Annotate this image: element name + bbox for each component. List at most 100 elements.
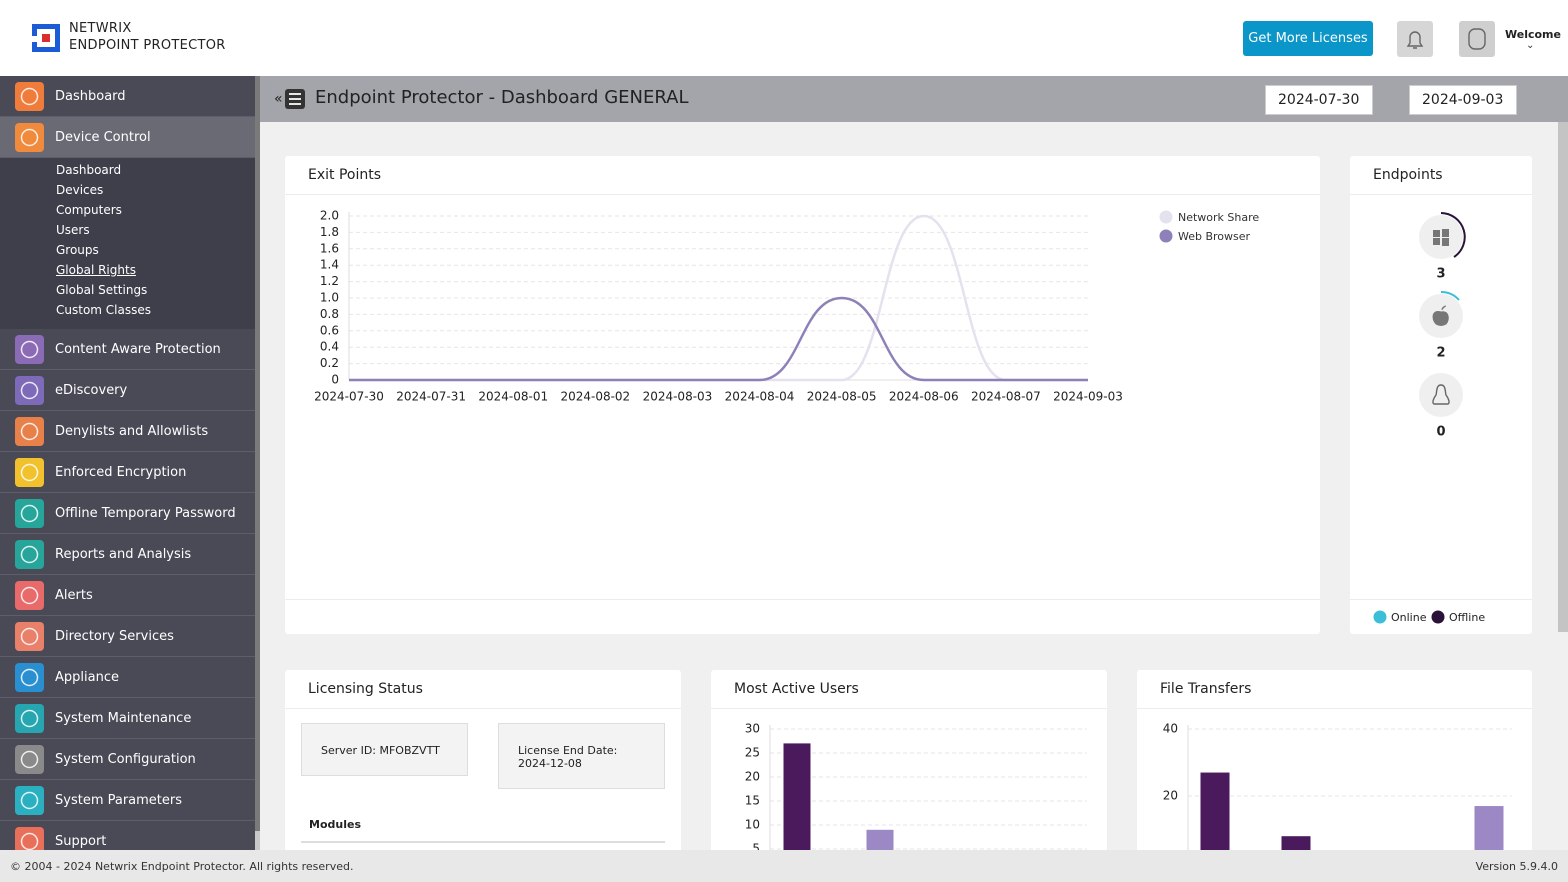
avatar-icon	[1468, 28, 1486, 50]
menu-label: Reports and Analysis	[55, 547, 192, 562]
y-tick-label: 1.8	[320, 225, 339, 239]
menu-label: eDiscovery	[55, 383, 128, 398]
card-title: Licensing Status	[308, 681, 423, 697]
x-tick-label: 2024-08-06	[889, 390, 959, 404]
footer: © 2004 - 2024 Netwrix Endpoint Protector…	[0, 850, 1568, 882]
legend-swatch	[1159, 210, 1173, 224]
menu-glyph	[20, 832, 39, 851]
most-active-users-card: Most Active Users	[711, 670, 1107, 870]
menu-glyph	[20, 586, 39, 605]
submenu-item[interactable]: Users	[56, 223, 90, 237]
page-title: Endpoint Protector - Dashboard GENERAL	[315, 87, 689, 108]
menu-label: Device Control	[55, 130, 151, 145]
legend-label: Web Browser	[1178, 230, 1251, 243]
menu-icon	[15, 745, 44, 774]
menu-icon	[15, 663, 44, 692]
submenu-item[interactable]: Global Rights	[56, 263, 136, 277]
submenu-item[interactable]: Computers	[56, 203, 122, 217]
info-box: Server ID: MFOBZVTT	[301, 723, 468, 776]
avatar[interactable]	[1459, 21, 1495, 57]
y-tick-label: 25	[745, 746, 760, 760]
bar	[866, 829, 894, 850]
menu-glyph	[20, 422, 39, 441]
submenu-item[interactable]: Dashboard	[56, 163, 122, 177]
collapse-button[interactable]: «	[274, 88, 306, 110]
menu-item[interactable]: Denylists and Allowlists	[0, 411, 255, 452]
brand-line: NETWRIX	[69, 21, 132, 36]
menu-glyph	[20, 545, 39, 564]
menu-icon	[15, 786, 44, 815]
menu-item[interactable]: Alerts	[0, 575, 255, 616]
x-tick-label: 2024-07-30	[314, 390, 384, 404]
y-tick-label: 10	[745, 818, 760, 832]
y-tick-label: 20	[1163, 789, 1178, 803]
menu-item[interactable]: System Maintenance	[0, 698, 255, 739]
menu-glyph	[20, 128, 39, 147]
menu-label: Appliance	[55, 670, 119, 685]
menu-glyph	[20, 750, 39, 769]
submenu-item[interactable]: Groups	[56, 243, 99, 257]
x-tick-label: 2024-08-03	[643, 390, 713, 404]
menu-label: Content Aware Protection	[55, 342, 221, 357]
user-menu[interactable]: Welcome	[1505, 28, 1561, 41]
version: Version 5.9.4.0	[1475, 860, 1558, 873]
modules-line	[301, 841, 665, 843]
menu-label: Dashboard	[55, 89, 126, 104]
card-title: Most Active Users	[734, 681, 859, 697]
endpoint-count: 3	[1436, 267, 1445, 282]
gauge-bg	[1419, 373, 1463, 417]
date-input[interactable]: 2024-07-30	[1265, 85, 1373, 115]
line-series	[348, 214, 1088, 382]
menu-item[interactable]: Dashboard	[0, 76, 255, 117]
menu-item[interactable]: System Parameters	[0, 780, 255, 821]
bar	[783, 743, 811, 850]
menu-item[interactable]: Reports and Analysis	[0, 534, 255, 575]
submenu-item[interactable]: Custom Classes	[56, 303, 151, 317]
exit-points-card: Exit Points	[285, 156, 1320, 634]
menu-glyph	[20, 87, 39, 106]
submenu-item[interactable]: Devices	[56, 183, 104, 197]
menu-item[interactable]: System Configuration	[0, 739, 255, 780]
submenu: Dashboard Devices Computers Users Groups Glob…	[0, 158, 255, 329]
menu-glyph	[20, 709, 39, 728]
y-tick-label: 1.2	[320, 274, 339, 288]
notification-button[interactable]	[1397, 21, 1433, 57]
info-box: License End Date: 2024-12-08	[498, 723, 665, 789]
y-tick-label: 0.6	[320, 323, 339, 337]
content-scrollbar	[1558, 122, 1568, 632]
card-footer-line	[1350, 599, 1532, 600]
chevron: ⌄	[1526, 40, 1535, 51]
x-tick-label: 2024-08-04	[725, 390, 795, 404]
menu-icon	[15, 123, 44, 152]
menu-glyph	[20, 791, 39, 810]
menu-item[interactable]: eDiscovery	[0, 370, 255, 411]
menu-item[interactable]: Appliance	[0, 657, 255, 698]
menu-icon	[15, 417, 44, 446]
menu-item[interactable]: Device Control	[0, 117, 255, 158]
endpoint-count: 0	[1436, 425, 1445, 440]
y-tick-label: 1.0	[320, 291, 339, 305]
button[interactable]: Get More Licenses	[1243, 21, 1373, 56]
bar	[1200, 772, 1230, 850]
menu-item[interactable]: Enforced Encryption	[0, 452, 255, 493]
logo-mark	[32, 24, 60, 52]
submenu-item[interactable]: Global Settings	[56, 283, 148, 297]
date-input[interactable]: 2024-09-03	[1409, 85, 1517, 115]
menu-icon	[15, 376, 44, 405]
menu-item[interactable]: Directory Services	[0, 616, 255, 657]
legend-swatch	[1373, 610, 1387, 624]
menu-item[interactable]: Content Aware Protection	[0, 329, 255, 370]
legend-label: Network Share	[1178, 211, 1259, 224]
menu-icon	[15, 581, 44, 610]
x-tick-label: 2024-09-03	[1053, 390, 1123, 404]
x-tick-label: 2024-08-05	[807, 390, 877, 404]
bar	[1474, 806, 1504, 850]
y-tick-label: 20	[745, 770, 760, 784]
y-tick-label: 0.8	[320, 307, 339, 321]
menu-label: Offline Temporary Password	[55, 506, 236, 521]
scroll-thumb	[255, 76, 260, 831]
menu-item[interactable]: Offline Temporary Password	[0, 493, 255, 534]
menu-glyph	[20, 668, 39, 687]
card-header-line	[1137, 708, 1532, 709]
